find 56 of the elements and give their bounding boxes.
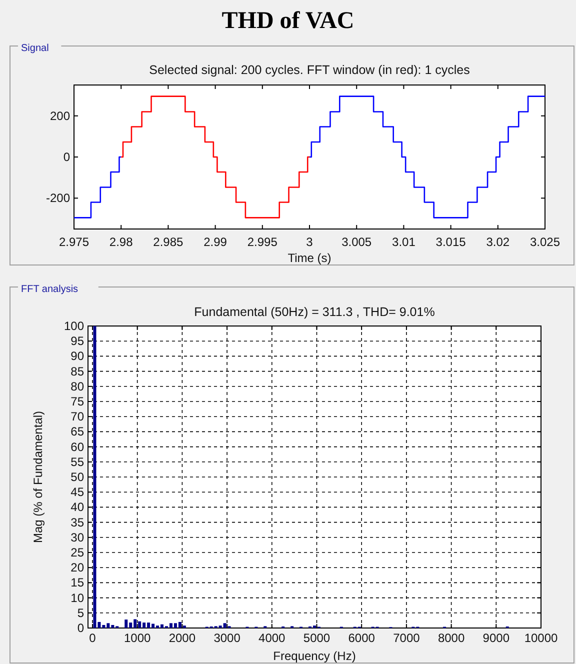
x-tick-label: 8000 — [438, 631, 465, 645]
text: FFT analysis — [21, 284, 78, 295]
x-tick-label: 3.02 — [486, 235, 510, 249]
x-tick-label: 2000 — [168, 631, 196, 645]
x-axis-title: Frequency (Hz) — [273, 649, 356, 663]
chart-subtitle: Selected signal: 200 cycles. FFT window (in red): 1 cycles — [149, 63, 470, 77]
y-tick-label: 20 — [70, 560, 84, 575]
x-tick-label: 3.025 — [530, 235, 560, 249]
x-tick-label: 3.01 — [392, 235, 416, 249]
y-tick-label: 35 — [70, 515, 84, 530]
y-tick-label: -200 — [46, 191, 70, 206]
x-tick-label: 2.995 — [247, 235, 278, 249]
x-tick-label: 2.99 — [204, 235, 228, 249]
x-tick-label: 1000 — [124, 631, 152, 645]
x-tick-label: 6000 — [348, 631, 376, 645]
y-tick-label: 75 — [70, 394, 84, 408]
x-tick-label: 3000 — [214, 631, 241, 645]
x-tick-label: 2.975 — [58, 235, 90, 249]
y-tick-label: 55 — [70, 454, 84, 469]
x-tick-label: 3.005 — [342, 235, 372, 249]
y-tick-label: 0 — [77, 621, 84, 635]
x-tick-label: 2.98 — [109, 235, 134, 249]
y-tick-label: 95 — [70, 334, 84, 348]
chart-title: THD of VAC — [222, 8, 354, 34]
y-tick-label: 40 — [70, 500, 84, 514]
y-tick-label: 50 — [70, 470, 84, 484]
y-tick-label: 15 — [70, 576, 84, 590]
y-tick-label: 200 — [50, 108, 70, 123]
x-tick-label: 3.015 — [436, 235, 466, 249]
x-tick-label: 2.985 — [153, 235, 184, 249]
y-tick-label: 70 — [70, 410, 84, 424]
y-tick-label: 90 — [70, 349, 84, 364]
y-tick-label: 85 — [70, 364, 84, 378]
x-axis-title: Time (s) — [288, 251, 332, 265]
y-tick-label: 25 — [70, 546, 84, 560]
x-tick-label: 4000 — [258, 631, 286, 645]
y-tick-label: 30 — [70, 530, 84, 544]
y-tick-label: 100 — [64, 319, 84, 333]
y-tick-label: 65 — [70, 424, 84, 439]
bar — [124, 620, 128, 628]
chart-title: Fundamental (50Hz) = 311.3 , THD= 9.01% — [194, 305, 435, 319]
x-tick-label: 0 — [89, 631, 96, 645]
y-tick-label: 0 — [63, 150, 70, 164]
y-tick-label: 80 — [70, 379, 84, 394]
bar — [93, 326, 96, 628]
x-tick-label: 3 — [306, 235, 314, 249]
x-tick-label: 5000 — [303, 631, 330, 645]
y-tick-label: 10 — [70, 590, 84, 605]
x-tick-label: 10000 — [524, 631, 558, 645]
text: Signal — [21, 43, 49, 54]
y-tick-label: 5 — [77, 606, 84, 620]
x-tick-label: 9000 — [482, 631, 510, 645]
y-tick-label: 60 — [70, 440, 84, 454]
y-tick-label: 45 — [70, 485, 84, 500]
x-tick-label: 7000 — [393, 631, 420, 645]
y-axis-title: Mag (% of Fundamental) — [31, 410, 45, 544]
